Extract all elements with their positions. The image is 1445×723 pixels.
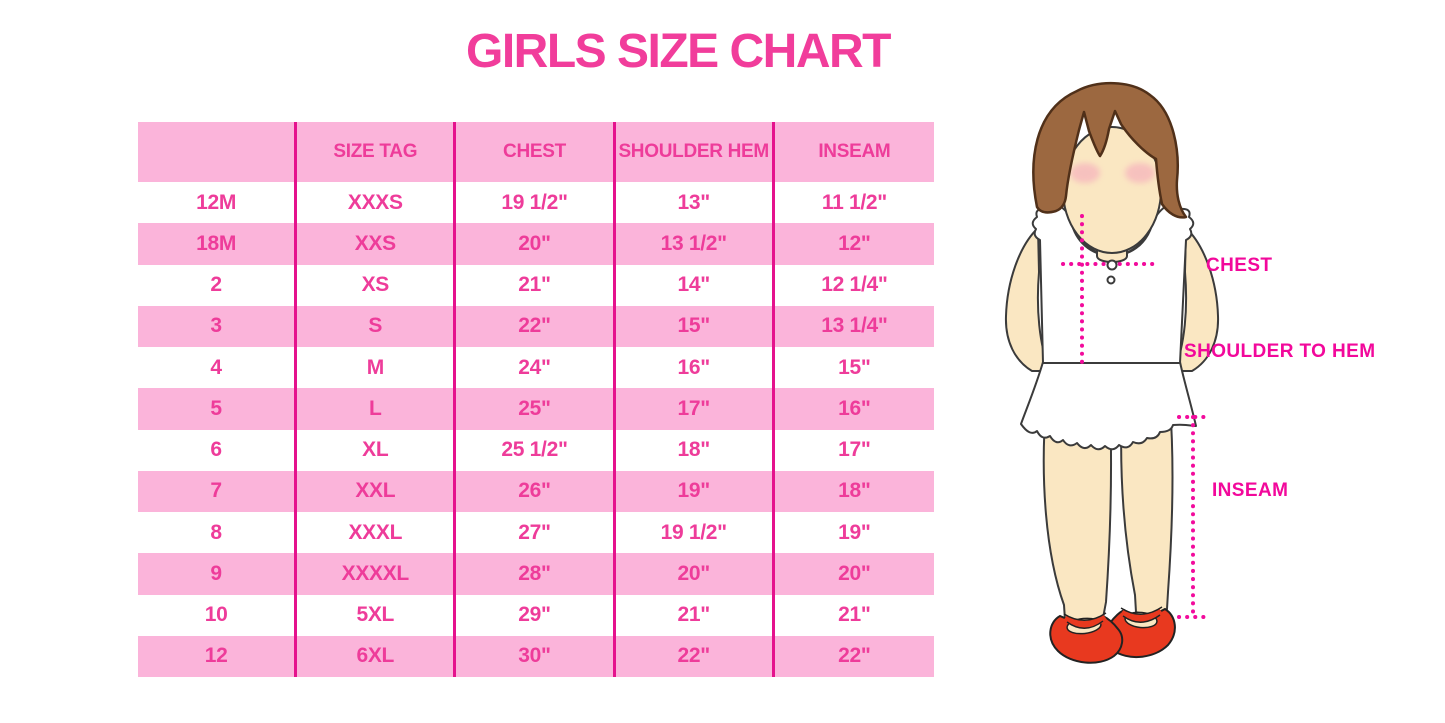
table-cell: 19" (774, 512, 934, 554)
girl-measurement-figure: CHEST SHOULDER TO HEM INSEAM (1004, 81, 1375, 664)
girl-top-button-2 (1106, 275, 1116, 285)
inseam-measure-line (1177, 415, 1209, 619)
table-cell: 7 (138, 470, 298, 512)
table-cell: 18" (774, 470, 934, 512)
table-cell: 12 (138, 635, 298, 677)
table-cell: 9 (138, 553, 298, 595)
table-cell: 19" (615, 470, 775, 512)
table-cell: 30" (456, 635, 616, 677)
table-cell: 15" (615, 305, 775, 347)
column-header: SIZE TAG (297, 122, 457, 182)
table-cell: 17" (774, 429, 934, 471)
shoulder-to-hem-label: SHOULDER TO HEM (1184, 341, 1375, 362)
girl-left-arm (1004, 225, 1052, 372)
table-cell: 25 1/2" (456, 429, 616, 471)
table-cell: XXXL (297, 512, 457, 554)
girl-top-button-1 (1106, 259, 1118, 271)
girl-right-shoe (1105, 606, 1176, 659)
table-cell: 24" (456, 347, 616, 389)
table-cell: 21" (615, 594, 775, 636)
column-header: SHOULDER HEM (615, 122, 775, 182)
table-cell: 6XL (297, 635, 457, 677)
table-cell: 17" (615, 388, 775, 430)
table-cell: 11 1/2" (774, 182, 934, 224)
table-cell: S (297, 305, 457, 347)
table-cell: 19 1/2" (456, 182, 616, 224)
table-cell: 6 (138, 429, 298, 471)
column-header: CHEST (456, 122, 616, 182)
table-cell: L (297, 388, 457, 430)
table-cell: 20" (456, 223, 616, 265)
table-cell: XXXXL (297, 553, 457, 595)
table-cell: XL (297, 429, 457, 471)
table-cell: XS (297, 264, 457, 306)
table-cell: 4 (138, 347, 298, 389)
table-cell: 26" (456, 470, 616, 512)
table-cell: 20" (615, 553, 775, 595)
table-cell: 8 (138, 512, 298, 554)
table-cell: 16" (774, 388, 934, 430)
girl-right-arm (1172, 225, 1220, 372)
table-cell: 25" (456, 388, 616, 430)
girl-right-cheek-blush (1125, 163, 1155, 183)
table-cell: XXL (297, 470, 457, 512)
girl-skirt-ruffle (1020, 361, 1197, 451)
table-cell: 21" (456, 264, 616, 306)
table-cell: M (297, 347, 457, 389)
column-header: INSEAM (774, 122, 934, 182)
girl-left-cheek-blush (1070, 163, 1100, 183)
table-cell: 29" (456, 594, 616, 636)
table-cell: XXXS (297, 182, 457, 224)
table-cell: 22" (615, 635, 775, 677)
page-title: GIRLS SIZE CHART (465, 25, 892, 78)
table-cell: 28" (456, 553, 616, 595)
girl-hair (1032, 81, 1188, 219)
table-cell: 12" (774, 223, 934, 265)
table-cell: 22" (774, 635, 934, 677)
table-cell: 20" (774, 553, 934, 595)
table-cell: 13 1/2" (615, 223, 775, 265)
table-cell: 14" (615, 264, 775, 306)
table-cell: 13" (615, 182, 775, 224)
table-cell: 18M (138, 223, 298, 265)
chest-label: CHEST (1206, 255, 1272, 276)
table-cell: 22" (456, 305, 616, 347)
size-table: SIZE TAG CHEST SHOULDER HEM INSEAM 12M XXXS 19… (138, 122, 934, 677)
table-cell: 3 (138, 305, 298, 347)
table-cell: 12M (138, 182, 298, 224)
table-cell: 18" (615, 429, 775, 471)
table-cell: 5XL (297, 594, 457, 636)
table-cell: 5 (138, 388, 298, 430)
table-cell: 21" (774, 594, 934, 636)
table-cell: 16" (615, 347, 775, 389)
table-cell: 15" (774, 347, 934, 389)
inseam-label: INSEAM (1212, 480, 1288, 501)
table-cell: 13 1/4" (774, 305, 934, 347)
table-cell: 2 (138, 264, 298, 306)
table-cell: 12 1/4" (774, 264, 934, 306)
table-cell: 10 (138, 594, 298, 636)
table-cell: XXS (297, 223, 457, 265)
girl-left-shoe (1049, 612, 1124, 664)
table-cell: 19 1/2" (615, 512, 775, 554)
column-header (138, 122, 298, 182)
table-cell: 27" (456, 512, 616, 554)
